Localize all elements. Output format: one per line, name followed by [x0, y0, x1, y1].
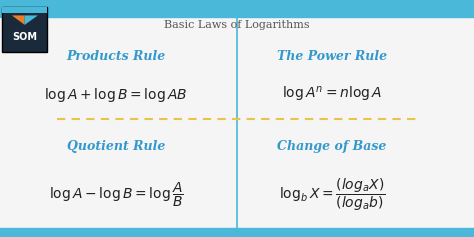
Text: $\log A + \log B = \log AB$: $\log A + \log B = \log AB$ [45, 86, 188, 104]
Bar [2, 7, 47, 13]
Text: Change of Base: Change of Base [277, 141, 386, 153]
Text: $\log_b X = \dfrac{(log_a X)}{(log_a b)}$: $\log_b X = \dfrac{(log_a X)}{(log_a b)}… [279, 176, 385, 213]
Text: Products Rule: Products Rule [66, 50, 166, 63]
Text: $\log A - \log B = \log \dfrac{A}{B}$: $\log A - \log B = \log \dfrac{A}{B}$ [49, 180, 183, 209]
Text: $\log A^n = n\log A$: $\log A^n = n\log A$ [282, 85, 382, 104]
Polygon shape [12, 15, 25, 25]
Text: Basic Laws of Logarithms: Basic Laws of Logarithms [164, 20, 310, 30]
FancyBboxPatch shape [2, 7, 47, 52]
Text: Quotient Rule: Quotient Rule [67, 141, 165, 153]
Polygon shape [25, 15, 38, 25]
Text: SOM: SOM [12, 32, 37, 42]
Bar [0, 228, 474, 237]
Bar [0, 0, 474, 17]
Text: The Power Rule: The Power Rule [277, 50, 387, 63]
